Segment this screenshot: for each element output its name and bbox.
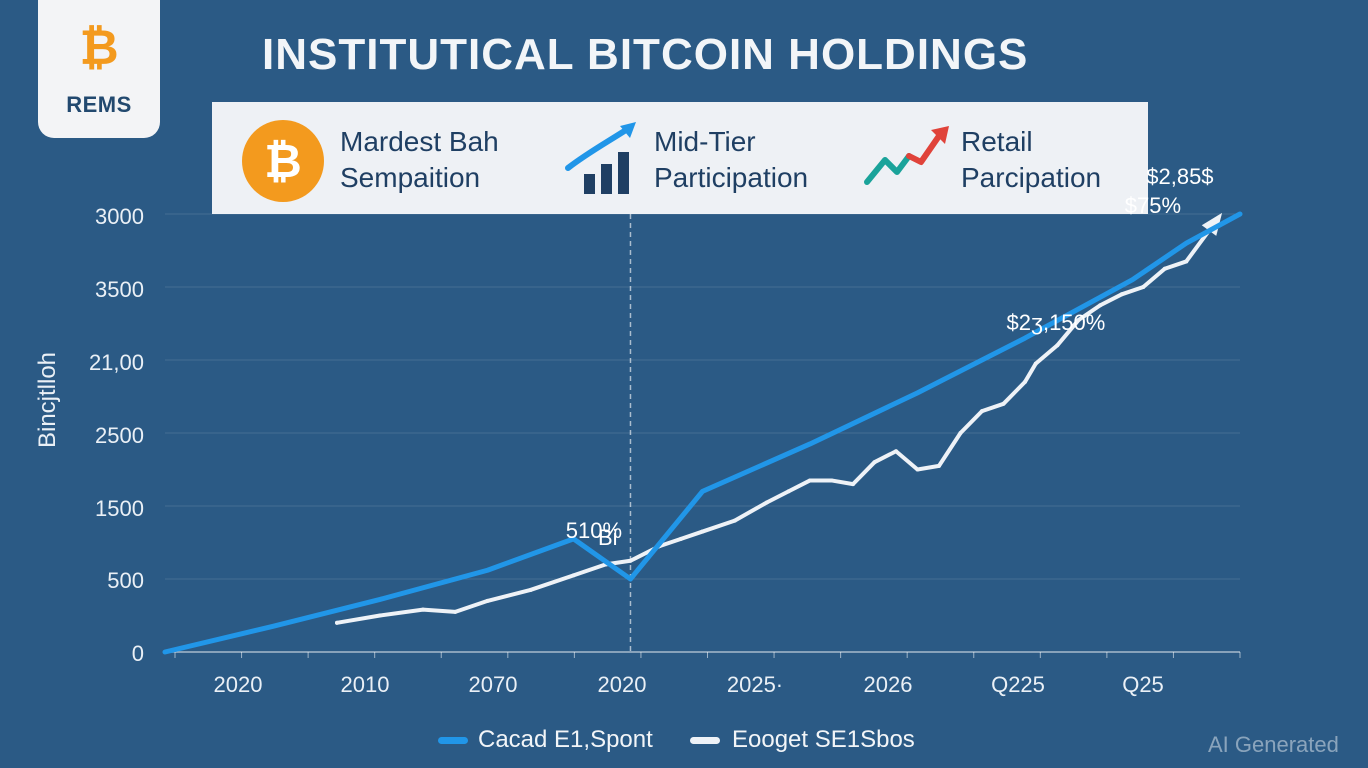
data-point xyxy=(894,449,898,454)
data-point xyxy=(786,489,791,494)
data-point xyxy=(485,568,490,573)
data-point xyxy=(808,441,812,446)
y-tick-label: 0 xyxy=(131,641,144,666)
data-point xyxy=(915,467,920,472)
x-tick-label: 2026 xyxy=(863,672,913,697)
data-point xyxy=(485,598,490,603)
chart-annotation: Bi xyxy=(598,524,618,550)
watermark: AI Generated xyxy=(1208,732,1339,757)
data-point xyxy=(700,529,705,534)
data-point xyxy=(628,577,633,581)
category-label: Mid-Tier Participation xyxy=(654,124,808,196)
legend-label: Cacad E1,Spont xyxy=(478,726,653,753)
data-point xyxy=(628,558,633,563)
data-point xyxy=(765,500,769,505)
x-tick-label: Q25 xyxy=(1122,672,1164,697)
y-tick-label: 1500 xyxy=(95,496,144,521)
gridlines xyxy=(165,213,1241,658)
data-point xyxy=(528,587,533,592)
logo-card: ₿ REMS xyxy=(38,0,160,138)
x-tick-label: 2025· xyxy=(726,672,784,697)
x-tick-label: 2070 xyxy=(468,672,518,697)
x-tick-label: 2020 xyxy=(213,672,263,697)
category-label: Mardest Bah Sempaition xyxy=(340,124,499,196)
data-point xyxy=(1130,277,1135,282)
data-point xyxy=(700,489,705,494)
category-line1: Retail xyxy=(961,126,1033,157)
data-point xyxy=(1033,361,1038,366)
data-point xyxy=(851,482,855,487)
data-point xyxy=(1141,285,1146,289)
data-point xyxy=(872,460,877,465)
category-line2: Parcipation xyxy=(961,162,1102,193)
y-tick-label: 21,00 xyxy=(88,350,144,375)
legend-item-2: Eooget SE1Sbos xyxy=(690,726,940,754)
data-point xyxy=(829,478,834,483)
legend-swatch-blue xyxy=(438,737,468,744)
bitcoin-coin-icon: ₿ xyxy=(242,120,324,202)
data-point xyxy=(980,409,984,414)
data-point xyxy=(1023,379,1027,384)
data-point xyxy=(1162,266,1167,271)
category-item-3: Retail Parcipation xyxy=(857,102,1147,214)
zigzag-trend-arrow-icon xyxy=(864,126,949,185)
category-panel: ₿ Mardest Bah Sempaition Mid-Tier Partic… xyxy=(212,102,1148,214)
data-point xyxy=(958,431,963,435)
data-point xyxy=(679,536,683,541)
data-point xyxy=(1184,259,1189,264)
y-tick-label: 500 xyxy=(107,568,144,593)
data-point xyxy=(453,609,458,614)
category-line2: Participation xyxy=(654,162,809,193)
chart-annotation: 510% xyxy=(565,517,623,543)
data-point xyxy=(1238,212,1242,216)
data-point xyxy=(1055,343,1060,348)
data-point xyxy=(163,650,167,654)
legend-swatch-white xyxy=(690,737,720,744)
data-point xyxy=(1184,241,1189,246)
chart-annotation: $2,85$ xyxy=(1146,163,1214,189)
data-point xyxy=(335,620,339,625)
data-point xyxy=(1076,317,1081,322)
chart-annotation: $2ʒ,150% xyxy=(1006,309,1106,335)
category-item-1: ₿ Mardest Bah Sempaition xyxy=(212,102,532,214)
legend-label: Eooget SE1Sbos xyxy=(732,726,915,753)
data-point xyxy=(1023,336,1027,341)
series-line-white xyxy=(335,215,1221,625)
data-point xyxy=(808,478,812,483)
y-tick-label: 3000 xyxy=(95,204,144,229)
data-point xyxy=(1119,292,1124,297)
data-point xyxy=(732,518,737,523)
chart-title: INSTITUTICAL BITCOIN HOLDINGS xyxy=(262,30,1029,79)
x-tick-label: 2020 xyxy=(597,672,647,697)
series-arrowhead xyxy=(1201,212,1223,236)
bar-chart-trend-icon xyxy=(565,122,636,194)
data-point xyxy=(1098,303,1103,308)
data-point xyxy=(270,624,275,629)
category-item-2: Mid-Tier Participation xyxy=(552,102,852,214)
data-point xyxy=(1001,401,1006,406)
data-point xyxy=(915,390,920,395)
category-line2: Sempaition xyxy=(340,162,481,193)
category-label: Retail Parcipation xyxy=(961,124,1101,196)
x-tick-label: Q225 xyxy=(991,672,1045,697)
logo-text: REMS xyxy=(66,92,132,117)
data-point xyxy=(937,463,941,468)
y-tick-label: 3500 xyxy=(95,277,144,302)
data-point xyxy=(571,573,576,578)
y-tick-label: 2500 xyxy=(95,423,144,448)
category-line1: Mid-Tier xyxy=(654,126,756,157)
category-line1: Mardest Bah xyxy=(340,126,499,157)
data-point xyxy=(378,597,382,602)
chart-annotation: $75% xyxy=(1124,192,1182,218)
data-point xyxy=(378,613,382,618)
legend-item-1: Cacad E1,Spont xyxy=(438,726,688,754)
x-tick-label: 2010 xyxy=(340,672,390,697)
bitcoin-logo-icon: ₿ xyxy=(79,20,119,76)
data-point xyxy=(571,536,576,541)
series-layer xyxy=(162,211,1243,655)
data-point xyxy=(421,607,425,612)
